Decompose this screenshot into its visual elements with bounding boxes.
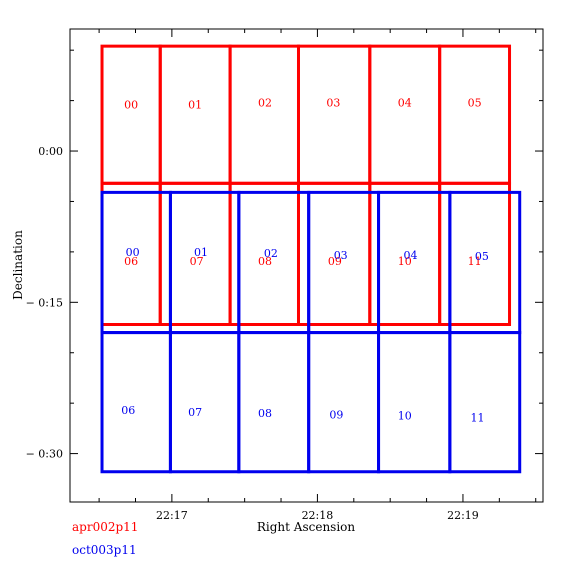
chip-outline-apr002p11-11 — [438, 181, 512, 326]
y-axis-label: Declination — [11, 230, 25, 300]
chip-label-apr002p11-03: 03 — [326, 97, 340, 110]
chip-label-oct003p11-11: 11 — [471, 411, 485, 424]
chip-outline-apr002p11-02 — [228, 44, 300, 185]
x-axis-label: Right Ascension — [257, 520, 356, 534]
chip-label-oct003p11-00: 00 — [126, 246, 140, 259]
chip-label-oct003p11-10: 10 — [398, 409, 412, 422]
chip-label-oct003p11-03: 03 — [334, 249, 348, 262]
chip-label-oct003p11-06: 06 — [121, 404, 135, 417]
chip-label-apr002p11-01: 01 — [188, 99, 202, 112]
chip-outline-oct003p11-07 — [168, 331, 241, 474]
chip-outline-oct003p11-01 — [168, 190, 241, 335]
chip-label-oct003p11-01: 01 — [194, 246, 208, 259]
chip-outline-oct003p11-11 — [448, 331, 522, 474]
y-tick-label: − 0:30 — [26, 448, 63, 461]
x-tick-label: 22:17 — [156, 509, 188, 522]
axis-ticks — [70, 29, 543, 502]
y-tick-label: − 0:15 — [26, 296, 63, 309]
chip-label-apr002p11-08: 08 — [258, 255, 272, 268]
y-tick-label: 0:00 — [38, 145, 63, 158]
chip-outline-oct003p11-06 — [100, 331, 172, 474]
chip-label-apr002p11-10: 10 — [398, 255, 412, 268]
chip-label-oct003p11-04: 04 — [404, 249, 418, 262]
chip-label-apr002p11-00: 00 — [124, 99, 138, 112]
chip-label-oct003p11-07: 07 — [188, 406, 202, 419]
chip-label-oct003p11-02: 02 — [264, 247, 278, 260]
chip-label-apr002p11-09: 09 — [328, 255, 342, 268]
chip-label-oct003p11-05: 05 — [475, 250, 489, 263]
chip-label-apr002p11-04: 04 — [398, 97, 412, 110]
chip-label-apr002p11-02: 02 — [258, 97, 272, 110]
chip-outline-apr002p11-03 — [296, 44, 372, 185]
legend-entry-oct003p11: oct003p11 — [72, 543, 137, 557]
plot-frame — [69, 28, 544, 503]
chip-label-oct003p11-09: 09 — [329, 408, 343, 421]
chip-outline-apr002p11-01 — [158, 44, 232, 185]
chip-labels: 00 01 02 03 04 05 06 07 08 09 10 11 00 01 02 03 04 05 06 07… — [121, 97, 489, 425]
x-tick-label: 22:18 — [302, 509, 334, 522]
chip-label-apr002p11-06: 06 — [124, 255, 138, 268]
chip-outline-apr002p11-00 — [100, 44, 162, 185]
legend-entry-apr002p11: apr002p11 — [72, 520, 138, 534]
chip-label-oct003p11-08: 08 — [258, 407, 272, 420]
chip-outline-apr002p11-04 — [368, 44, 442, 185]
chip-label-apr002p11-11: 11 — [468, 255, 482, 268]
chip-outline-oct003p11-08 — [237, 331, 311, 474]
footprint-apr002p11 — [100, 44, 512, 326]
footprint-oct003p11 — [100, 190, 522, 474]
x-tick-label: 22:19 — [447, 509, 479, 522]
chip-outline-oct003p11-09 — [307, 331, 381, 474]
chip-label-apr002p11-05: 05 — [468, 97, 482, 110]
chip-outline-oct003p11-03 — [307, 190, 381, 335]
footprints — [100, 44, 522, 474]
chip-label-apr002p11-07: 07 — [190, 255, 204, 268]
tick-labels: 22:17 22:18 22:19 0:00 − 0:15 − 0:30 — [26, 145, 479, 522]
chip-outline-apr002p11-05 — [438, 44, 512, 185]
chip-outline-oct003p11-10 — [377, 331, 452, 474]
